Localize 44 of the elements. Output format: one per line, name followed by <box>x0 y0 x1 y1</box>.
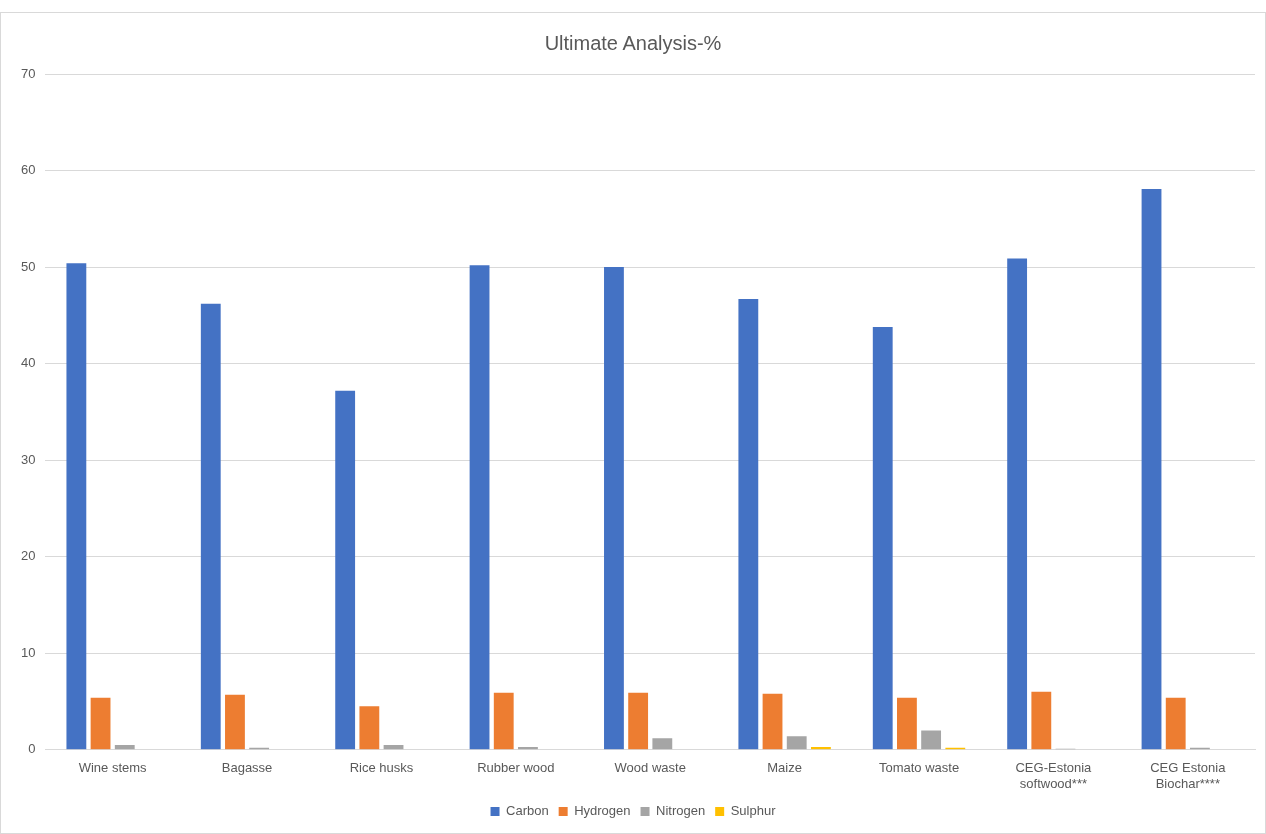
bar <box>200 303 221 750</box>
y-tick-label: 60 <box>20 162 36 178</box>
x-tick-label: Rice husks <box>349 760 414 776</box>
bar <box>786 736 807 750</box>
bar <box>872 326 893 750</box>
x-tick-label: CEG-Estonia softwood*** <box>1015 760 1093 791</box>
bar <box>738 298 759 750</box>
bar <box>66 263 87 750</box>
y-tick-label: 10 <box>20 644 36 660</box>
bar <box>335 390 356 750</box>
x-tick-label: Wine stems <box>78 760 148 776</box>
chart-title: Ultimate Analysis-% <box>544 31 722 54</box>
bar <box>897 697 917 750</box>
bar <box>1031 691 1052 750</box>
legend-label: Nitrogen <box>656 803 706 819</box>
bar <box>628 692 649 750</box>
y-tick-label: 50 <box>20 258 36 274</box>
bar <box>1141 188 1162 750</box>
y-tick-label: 40 <box>20 355 36 371</box>
bar <box>469 265 490 750</box>
y-tick-label: 0 <box>28 741 36 757</box>
bar <box>114 744 135 750</box>
legend-label: Carbon <box>506 803 549 819</box>
x-tick-label: CEG Estonia Biochar**** <box>1150 760 1227 791</box>
legend-label: Hydrogen <box>574 803 631 819</box>
x-tick-label: Tomato waste <box>878 760 960 776</box>
y-tick-label: 70 <box>20 65 36 81</box>
x-tick-label: Maize <box>767 760 802 776</box>
bar <box>493 692 514 750</box>
y-tick-label: 30 <box>20 451 36 467</box>
bar <box>90 697 111 750</box>
bar <box>652 738 673 750</box>
bar <box>921 730 942 750</box>
x-tick-label: Bagasse <box>221 760 273 776</box>
bar <box>762 693 783 750</box>
bar <box>1007 258 1028 750</box>
bar <box>359 706 380 750</box>
bar <box>604 267 624 750</box>
bar <box>1165 697 1186 750</box>
x-tick-label: Wood waste <box>614 760 686 776</box>
x-tick-label: Rubber wood <box>477 760 555 776</box>
bar <box>225 694 245 750</box>
legend-label: Sulphur <box>730 803 777 819</box>
y-tick-label: 20 <box>20 548 36 564</box>
